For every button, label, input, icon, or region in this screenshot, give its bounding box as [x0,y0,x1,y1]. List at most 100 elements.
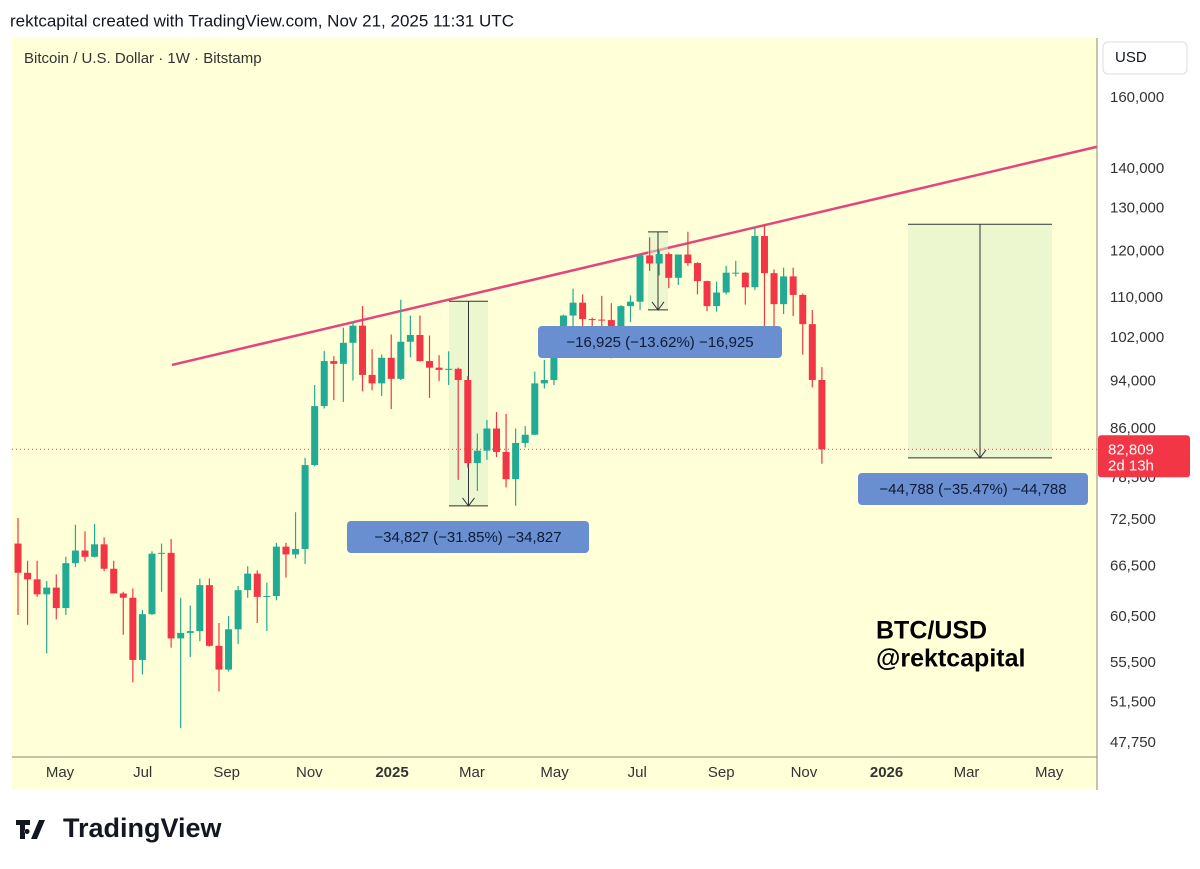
candle-body [33,579,41,595]
currency[interactable]: USD [1115,49,1147,66]
candle-body [789,276,797,295]
countdown: 2d 13h [1108,457,1154,474]
candle-body [378,357,386,384]
y-tick-label: 51,500 [1110,694,1156,711]
candle-body [454,368,462,380]
y-tick-label: 55,500 [1110,654,1156,671]
candle-body [167,552,175,639]
candle-body [799,294,807,325]
candle-body [741,272,749,288]
candle-body [808,324,816,380]
candle-body [416,334,424,362]
candle-body [693,263,701,282]
candle-body [215,645,223,670]
candle-body [674,254,682,278]
y-tick-label: 110,000 [1110,289,1163,306]
x-tick-label: May [540,764,569,781]
candle-body [559,315,567,328]
candle-body [62,563,70,609]
candle-body [703,281,711,307]
candle-body [751,236,759,288]
candle-body [770,273,778,305]
candle-body [234,590,242,630]
measure-label: −44,788 (−35.47%) −44,788 [879,481,1066,498]
x-tick-label: Sep [213,764,240,781]
candle-body [387,357,395,379]
candle-body [138,614,146,660]
candle-body [579,302,587,320]
arrow-head [973,449,987,459]
candle-body [71,550,79,564]
candle-body [626,301,634,307]
x-tick-label: Mar [459,764,485,781]
x-tick-label: Jul [628,764,647,781]
candle-body [158,552,166,554]
candle-body [292,548,300,555]
candle-body [119,593,127,598]
candle-body [81,550,89,557]
candle-body [502,451,510,480]
candle-body [713,292,721,307]
measure-label: −16,925 (−13.62%) −16,925 [566,334,753,351]
candle-body [244,573,252,591]
x-tick-label: Nov [791,764,818,781]
candle-body [406,334,414,342]
y-tick-label: 160,000 [1110,89,1164,106]
y-tick-label: 72,500 [1110,511,1156,528]
y-tick-label: 140,000 [1110,160,1164,177]
arrow-head [462,497,475,507]
candle-body [531,383,539,435]
x-tick-label: Nov [296,764,323,781]
candle-body [818,379,826,450]
candle-body [148,553,156,615]
candle-body [100,544,108,569]
candle-body [43,587,51,595]
y-tick-label: 86,000 [1110,420,1156,437]
y-tick-label: 94,000 [1110,373,1156,390]
candle-body [272,546,280,597]
candle-body [569,302,577,316]
measure-label-box [347,521,589,553]
measure-label-box [858,473,1088,505]
x-tick-label: Jul [133,764,152,781]
candle-body [722,272,730,293]
candle-body [263,596,271,598]
candle-body [177,632,185,639]
watermark: BTC/USD [876,617,987,645]
candle-body [186,631,194,633]
y-tick-label: 130,000 [1110,200,1164,217]
candle-body [349,325,357,343]
candle-body [646,255,654,264]
logo-icon [16,820,45,839]
candle-body [253,573,261,597]
y-tick-label: 60,500 [1110,608,1156,625]
candle-body [435,367,443,370]
candle-body [684,254,692,264]
candle-body [282,546,290,555]
candle-body [636,255,644,302]
candle-body [311,406,319,466]
candle-body [464,379,472,464]
candle-body [780,276,788,305]
candle-body [397,341,405,379]
candle-body [540,379,548,384]
candle-body [196,585,204,632]
last-price-box [1098,435,1190,478]
candle-body [320,361,328,407]
x-tick-label: Sep [708,764,735,781]
y-tick-label: 102,000 [1110,329,1164,346]
measure-label-box [538,326,782,358]
candle-body [512,442,520,480]
arrow-head [651,301,665,311]
candle-body [598,319,606,321]
currency-button[interactable] [1102,41,1188,75]
header: rektcapital created with TradingView.com… [10,11,514,30]
candle-body [617,306,625,344]
candle-body [445,368,453,370]
candle-body [91,544,99,557]
y-tick-label: 120,000 [1110,242,1164,259]
watermark: @rektcapital [876,645,1025,673]
candle-body [760,236,768,274]
footer-logo-text: TradingView [63,813,223,843]
